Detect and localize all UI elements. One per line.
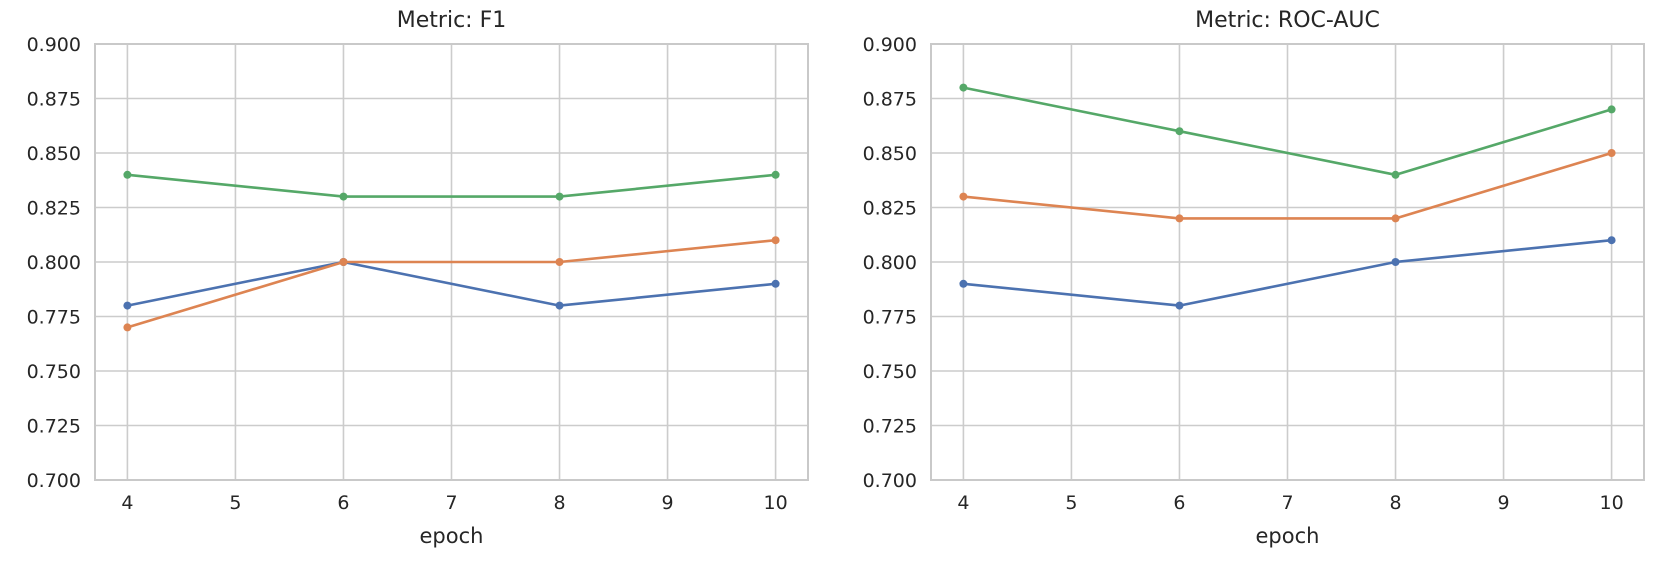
series-marker-orange bbox=[339, 258, 348, 266]
plot-spines bbox=[930, 43, 1645, 481]
chart-f1: Metric: F1 0.700 0.725 0.750 0.775 0.800 0.82… bbox=[0, 0, 836, 565]
series-marker-green bbox=[1175, 127, 1184, 136]
y-tick-label: 0.875 bbox=[863, 89, 917, 111]
chart-title-f1: Metric: F1 bbox=[396, 8, 507, 33]
x-tick-label: 8 bbox=[1389, 492, 1401, 514]
series-marker-green bbox=[339, 192, 348, 201]
y-tick-label: 0.775 bbox=[863, 307, 917, 329]
series-marker-blue bbox=[1175, 301, 1184, 310]
x-tick-label: 7 bbox=[1281, 492, 1293, 514]
series-marker-green bbox=[1607, 105, 1616, 114]
series-marker-blue bbox=[771, 279, 780, 288]
y-tick-label: 0.900 bbox=[863, 34, 917, 56]
x-axis-label-roc-auc: epoch bbox=[1255, 524, 1320, 548]
x-tick-label: 6 bbox=[1173, 492, 1185, 514]
y-tick-label: 0.850 bbox=[27, 143, 81, 165]
y-tick-label: 0.875 bbox=[27, 89, 81, 111]
chart-title-roc-auc: Metric: ROC-AUC bbox=[1195, 8, 1380, 33]
y-tick-label: 0.725 bbox=[27, 416, 81, 438]
x-tick-label: 9 bbox=[662, 492, 674, 514]
series-line-blue bbox=[126, 260, 777, 307]
x-axis-label-f1: epoch bbox=[419, 524, 484, 548]
series-marker-blue bbox=[1391, 258, 1400, 266]
series-marker-green bbox=[123, 170, 132, 179]
series-marker-orange bbox=[1175, 214, 1184, 223]
series-marker-green bbox=[1391, 170, 1400, 179]
series-line-green bbox=[962, 86, 1613, 177]
series-marker-blue bbox=[555, 301, 564, 310]
series-marker-orange bbox=[1391, 214, 1400, 223]
x-tick-label: 8 bbox=[553, 492, 565, 514]
series-marker-orange bbox=[123, 323, 132, 332]
x-tick-label: 10 bbox=[763, 492, 787, 514]
series-marker-orange bbox=[771, 236, 780, 245]
y-tick-label: 0.750 bbox=[27, 361, 81, 383]
y-tick-label: 0.725 bbox=[863, 416, 917, 438]
y-tick-label: 0.800 bbox=[27, 252, 81, 274]
series-line-green bbox=[126, 173, 777, 198]
y-tick-label: 0.850 bbox=[863, 143, 917, 165]
series-marker-orange bbox=[959, 192, 968, 201]
series-marker-orange bbox=[1607, 149, 1616, 157]
series-marker-green bbox=[555, 192, 564, 201]
y-tick-label: 0.900 bbox=[27, 34, 81, 56]
plot-area-f1: 0.700 0.725 0.750 0.775 0.800 0.825 0.850 0.875… bbox=[27, 34, 809, 514]
series-marker-blue bbox=[123, 301, 132, 310]
y-tick-label: 0.700 bbox=[863, 470, 917, 492]
series-line-blue bbox=[962, 238, 1613, 307]
y-tick-label: 0.750 bbox=[863, 361, 917, 383]
x-tick-label: 4 bbox=[121, 492, 133, 514]
y-tick-label: 0.825 bbox=[863, 198, 917, 220]
plot-area-roc-auc: 0.700 0.725 0.750 0.775 0.800 0.825 0.850 0.875… bbox=[863, 34, 1645, 514]
x-tick-label: 5 bbox=[1065, 492, 1077, 514]
series-line-orange bbox=[962, 151, 1613, 220]
x-tick-label: 6 bbox=[337, 492, 349, 514]
plot-spines bbox=[94, 43, 809, 481]
series-marker-green bbox=[771, 170, 780, 179]
x-tick-label: 9 bbox=[1498, 492, 1510, 514]
series-line-orange bbox=[126, 238, 777, 329]
series-marker-blue bbox=[959, 279, 968, 288]
x-tick-label: 7 bbox=[445, 492, 457, 514]
y-tick-label: 0.800 bbox=[863, 252, 917, 274]
y-tick-label: 0.775 bbox=[27, 307, 81, 329]
series-marker-orange bbox=[555, 258, 564, 266]
x-tick-label: 4 bbox=[957, 492, 969, 514]
series-marker-blue bbox=[1607, 236, 1616, 245]
x-tick-label: 10 bbox=[1599, 492, 1623, 514]
y-tick-label: 0.700 bbox=[27, 470, 81, 492]
y-tick-label: 0.825 bbox=[27, 198, 81, 220]
x-tick-label: 5 bbox=[229, 492, 241, 514]
series-marker-green bbox=[959, 83, 968, 92]
chart-roc-auc: Metric: ROC-AUC 0.700 0.725 0.750 0.775 0.80… bbox=[836, 0, 1672, 565]
